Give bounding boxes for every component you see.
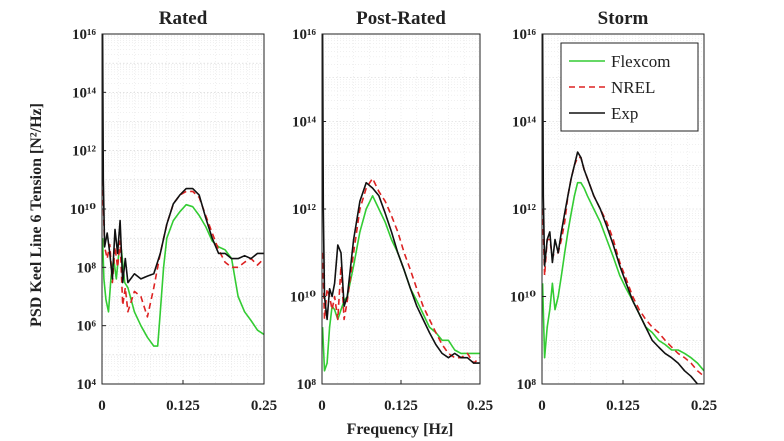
y-tick-label: 10¹⁴ — [72, 85, 96, 101]
y-tick-label: 10¹⁶ — [292, 27, 316, 43]
legend: Flexcom NREL Exp — [560, 42, 699, 132]
y-tick-label: 10¹⁶ — [512, 27, 536, 43]
x-tick-label: 0 — [98, 398, 106, 414]
y-tick-label: 10¹² — [72, 144, 96, 160]
y-tick-label: 10⁸ — [517, 377, 537, 393]
series-line-exp — [542, 34, 704, 384]
y-axis-label: PSD Keel Line 6 Tension [N²/Hz] — [28, 103, 45, 327]
x-tick-label: 0 — [318, 398, 326, 414]
x-axis-label: Frequency [Hz] — [347, 421, 454, 438]
y-tick-label: 10⁶ — [77, 319, 97, 335]
legend-label-flexcom: Flexcom — [611, 52, 671, 71]
y-tick-label: 10⁸ — [77, 260, 97, 276]
x-tick-label: 0.25 — [691, 398, 717, 414]
panel-storm: 10⁸ 10¹⁰ 10¹² 10¹⁴ 10¹⁶ 0 0.125 0.25 Storm Flexco… — [510, 8, 717, 414]
series-line-nrel — [542, 156, 704, 377]
y-tick-label: 10¹⁶ — [72, 27, 96, 43]
panel-post-rated: 10⁸ 10¹⁰ 10¹² 10¹⁴ 10¹⁶ 0 0.125 0.25 Post-Rated — [290, 8, 493, 414]
x-tick-label: 0.25 — [251, 398, 277, 414]
panel-title: Post-Rated — [356, 8, 446, 29]
chart-panels: 10⁴ 10⁶ 10⁸ 10¹⁰ 10¹² 10¹⁴ 10¹⁶ 0 0.125 0.25 Rated… — [70, 8, 717, 414]
panel-title: Rated — [159, 8, 208, 29]
series-line-exp — [102, 34, 264, 284]
y-tick-label: 10¹⁰ — [290, 290, 316, 306]
x-tick-label: 0.125 — [606, 398, 640, 414]
x-tick-label: 0.25 — [467, 398, 493, 414]
series-line-nrel — [322, 177, 480, 364]
x-tick-label: 0.125 — [166, 398, 200, 414]
panel-rated: 10⁴ 10⁶ 10⁸ 10¹⁰ 10¹² 10¹⁴ 10¹⁶ 0 0.125 0.25 Rated — [70, 8, 277, 414]
x-tick-label: 0 — [538, 398, 546, 414]
panel-title: Storm — [598, 8, 649, 29]
y-tick-label: 10¹⁴ — [512, 115, 536, 131]
y-tick-label: 10¹⁴ — [292, 115, 316, 131]
series-line-exp — [322, 34, 480, 364]
legend-label-nrel: NREL — [611, 78, 655, 97]
legend-label-exp: Exp — [611, 104, 638, 123]
y-tick-label: 10¹² — [512, 202, 536, 218]
series-line-flexcom — [542, 181, 704, 372]
y-tick-label: 10¹² — [292, 202, 316, 218]
x-tick-label: 0.125 — [384, 398, 418, 414]
y-tick-label: 10⁴ — [77, 377, 97, 393]
series-line-flexcom — [102, 203, 264, 347]
series-line-flexcom — [322, 195, 480, 372]
y-tick-label: 10¹⁰ — [510, 290, 536, 306]
y-tick-label: 10¹⁰ — [70, 202, 96, 218]
y-tick-label: 10⁸ — [297, 377, 317, 393]
